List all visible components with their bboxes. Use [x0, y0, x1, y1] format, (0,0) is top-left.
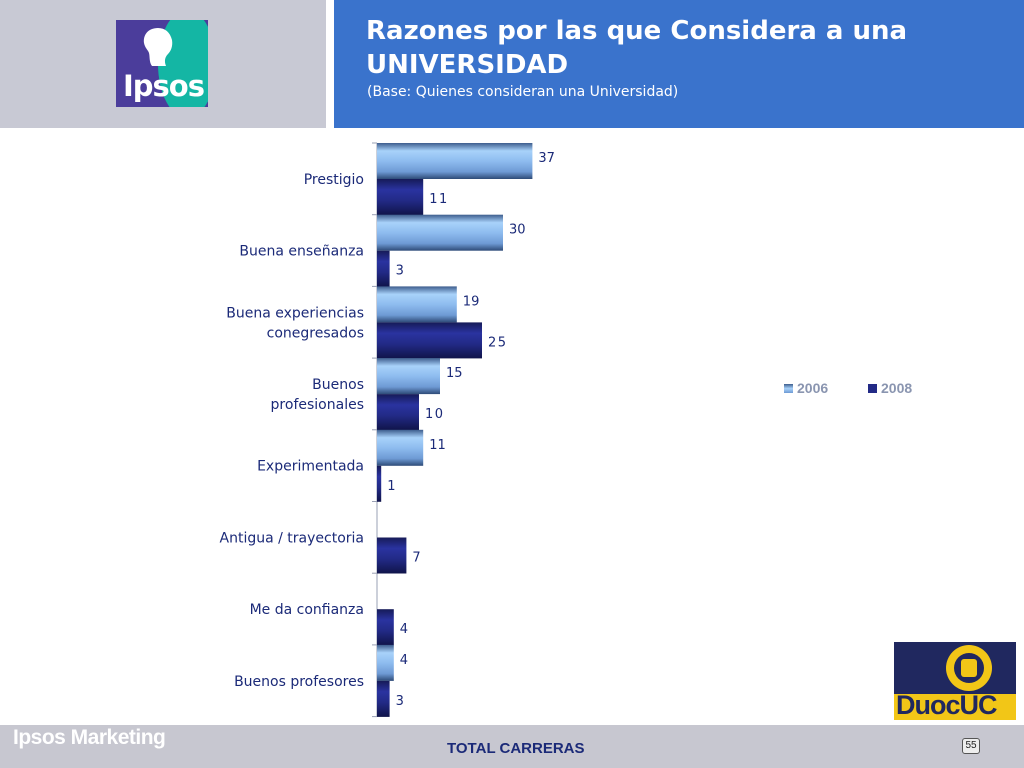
data-label-2008: 10	[425, 407, 445, 422]
category-label: Buena enseñanza	[239, 244, 364, 260]
category-label-line: Antigua / trayectoria	[220, 530, 364, 546]
category-label: Prestigio	[304, 172, 364, 188]
legend-label-2008: 2008	[881, 380, 913, 396]
header-title-panel	[334, 0, 1024, 128]
bar-2006	[377, 429, 424, 466]
bar-2008	[377, 465, 382, 502]
category-label: Experimentada	[257, 459, 364, 475]
data-label-2008: 3	[396, 694, 406, 709]
bar-2008	[377, 609, 394, 646]
bar-2006	[377, 143, 533, 179]
category-label: Buenos profesionales	[271, 377, 364, 413]
data-label-2006: 15	[446, 366, 463, 381]
bar-2008	[377, 250, 390, 287]
data-label-2006: 4	[400, 653, 408, 668]
data-label-2006: 11	[429, 438, 446, 453]
data-label-2008: 11	[429, 192, 449, 207]
category-label-line: Buena experiencias	[226, 305, 364, 321]
data-label-2008: 1	[387, 479, 397, 494]
legend-label-2006: 2006	[797, 380, 829, 396]
data-label-2008: 4	[400, 622, 410, 637]
bar-2008	[377, 537, 407, 574]
duocuc-logo: DuocUC	[894, 642, 1016, 720]
legend-item-2008: 2008	[868, 380, 912, 396]
category-label: Buena experiencias conegresados	[226, 305, 364, 341]
category-label-line: Me da confianza	[250, 602, 364, 618]
ipsos-logo-text: Ipsos	[123, 69, 205, 103]
bar-2006	[377, 644, 394, 681]
data-label-2008: 25	[488, 335, 508, 350]
data-label-2006: 37	[538, 151, 555, 166]
category-label: Buenos profesores	[234, 674, 364, 690]
bar-2008	[377, 179, 424, 215]
bar-2006	[377, 214, 503, 251]
duocuc-seal-icon	[946, 645, 992, 691]
category-label-line: Buenos	[312, 377, 364, 393]
bar-2008	[377, 322, 482, 359]
chart-axis	[372, 142, 378, 718]
category-label-line: profesionales	[271, 397, 364, 413]
page-subtitle: (Base: Quienes consideran una Universida…	[367, 84, 679, 100]
footer-bar	[0, 725, 1024, 768]
legend-item-2006: 2006	[784, 380, 828, 396]
page-number: 55	[962, 738, 980, 754]
page-title: Razones por las que Considera a una UNIV…	[366, 16, 908, 80]
bar-2008	[377, 394, 419, 431]
data-label-2006: 19	[463, 294, 480, 309]
bar-2008	[377, 680, 390, 717]
category-label-line: Buenos profesores	[234, 674, 364, 690]
header-separator	[326, 0, 334, 128]
data-label-2006: 30	[509, 223, 526, 238]
chart-bars	[377, 143, 533, 717]
category-label-line: Prestigio	[304, 172, 364, 188]
bar-2006	[377, 286, 457, 323]
ipsos-head-icon	[143, 28, 173, 66]
legend-swatch-2008	[868, 384, 877, 393]
category-label-line: Experimentada	[257, 459, 364, 475]
data-label-2008: 7	[412, 551, 422, 566]
duocuc-seal-shield	[961, 659, 977, 677]
footer-section-title: TOTAL CARRERAS	[447, 740, 585, 757]
footer-brand: Ipsos Marketing	[13, 726, 166, 749]
category-label-line: conegresados	[267, 325, 364, 341]
duocuc-seal-ring	[954, 653, 984, 683]
bar-2006	[377, 358, 440, 395]
category-label: Me da confianza	[250, 602, 364, 618]
data-label-2008: 3	[396, 264, 406, 279]
category-label: Antigua / trayectoria	[220, 530, 364, 546]
ipsos-logo: Ipsos	[116, 20, 208, 107]
legend-swatch-2006	[784, 384, 793, 393]
category-label-line: Buena enseñanza	[239, 244, 364, 260]
duocuc-logo-text: DuocUC	[896, 690, 997, 720]
